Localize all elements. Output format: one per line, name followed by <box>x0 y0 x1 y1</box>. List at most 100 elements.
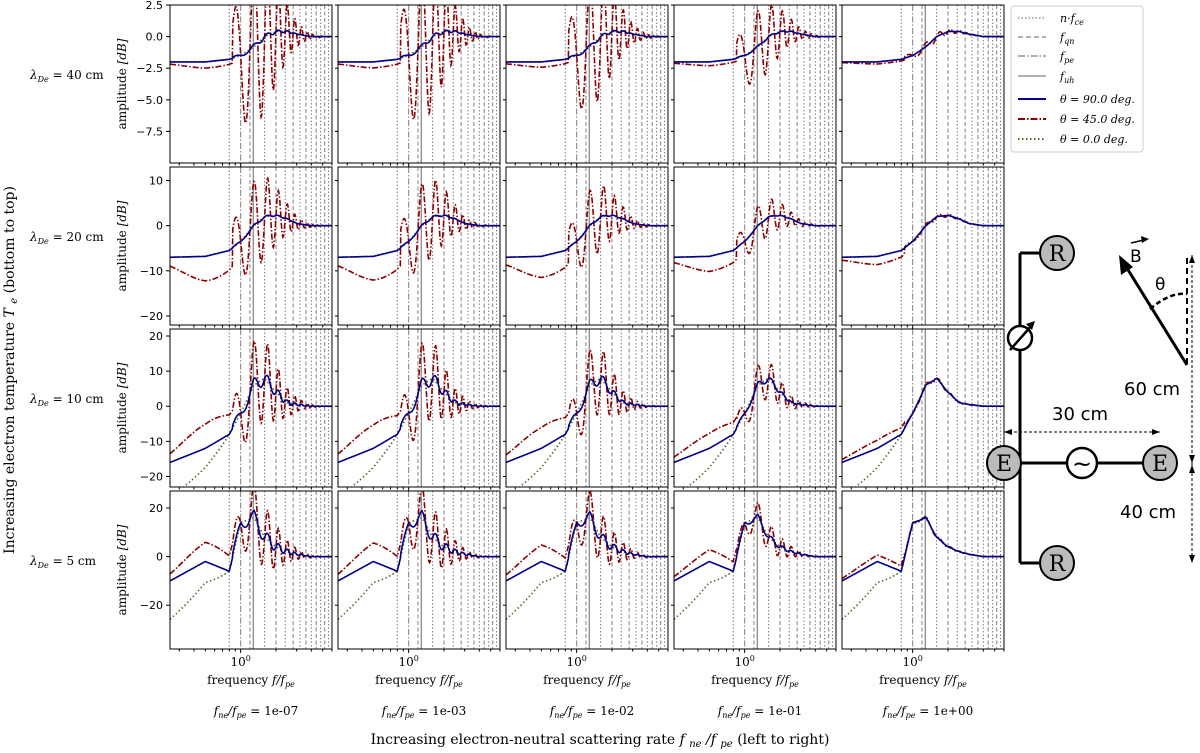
emitter-left-label: E <box>996 452 1012 477</box>
figure-xlabel-tail: (left to right) <box>737 732 829 748</box>
panel-ylabel-r3: amplitude [dB] <box>115 524 129 615</box>
ac-source-symbol: ~ <box>1072 450 1092 478</box>
figure-ylabel: Increasing electron temperature T e (bot… <box>2 186 21 554</box>
legend-label-fqn: f <box>1059 31 1066 44</box>
series-theta90-r2-c3 <box>674 377 836 464</box>
legend-label-fuh: f <box>1059 70 1066 83</box>
panel-r2-c1 <box>335 328 501 491</box>
svg-text:fqn: fqn <box>1059 31 1074 46</box>
series-theta45-r2-c3 <box>674 363 836 458</box>
panel-ylabel-r0: amplitude [dB] <box>115 38 129 129</box>
series-theta90-r3-c1 <box>338 509 500 582</box>
panel-r0-c4 <box>839 4 1005 167</box>
series-theta90-r2-c2 <box>506 375 668 464</box>
series-theta45-r1-c1 <box>338 178 500 281</box>
receiver-top-label: R <box>1049 242 1067 267</box>
series-theta45-r3-c4 <box>842 514 1004 580</box>
figure-xlabel-sub2: pe <box>720 739 732 750</box>
panel-frame-r3-c1 <box>337 490 501 650</box>
series-theta90-r0-c2 <box>506 29 668 63</box>
panel-frame-r1-c2 <box>505 166 669 326</box>
series-theta45-r0-c1 <box>338 5 500 121</box>
legend-entry-theta45: θ = 45.0 deg. <box>1018 113 1135 126</box>
series-theta0-r3-c2 <box>506 516 668 621</box>
figure-ylabel-sym: T <box>2 306 18 317</box>
panel-xlabel-c2: frequency f/fpe <box>543 673 631 689</box>
emitter-left: E <box>986 445 1022 481</box>
ytick-label-r1-2: −10 <box>140 265 163 278</box>
panel-frame-r0-c3 <box>673 4 837 164</box>
column-label-c2: fne/fpe = 1e-02 <box>549 704 634 720</box>
panel-frame-r0-c0 <box>169 4 333 164</box>
panel-r3-c1: 100 frequency f/fpe fne/fpe = 1e-03 <box>335 490 501 720</box>
legend-label-theta90: θ = 90.0 deg. <box>1060 93 1135 106</box>
schematic: R R E E ~ B <box>986 235 1195 581</box>
series-theta0-r3-c4 <box>842 516 1004 621</box>
ytick-label-r3-0: 20 <box>149 502 163 515</box>
series-theta45-r3-c3 <box>674 501 836 578</box>
panel-grid: 2.5 0.0 −2.5 −5.0 −7.5 amplitude [dB] λDe = 40… <box>29 0 1005 720</box>
series-theta90-r2-c1 <box>338 374 500 464</box>
panel-r2-c4 <box>839 328 1005 491</box>
panel-r3-c2: 100 frequency f/fpe fne/fpe = 1e-02 <box>503 490 669 720</box>
panel-r3-c3: 100 frequency f/fpe fne/fpe = 1e-01 <box>671 490 837 720</box>
series-theta90-r0-c0 <box>170 29 332 63</box>
panel-frame-r2-c4 <box>841 328 1005 488</box>
panel-frame-r1-c4 <box>841 166 1005 326</box>
ytick-label-r3-2: −20 <box>140 599 163 612</box>
figure-ylabel-sub: e <box>9 298 20 304</box>
series-theta90-r0-c4 <box>842 30 1004 63</box>
ytick-label-r0-0: 2.5 <box>146 0 164 12</box>
series-theta0-r1-c4 <box>842 214 1004 259</box>
emitter-right: E <box>1142 445 1178 481</box>
series-theta90-r3-c0 <box>170 509 332 582</box>
panel-frame-r2-c0 <box>169 328 333 488</box>
series-theta90-r3-c4 <box>842 516 1004 582</box>
panel-frame-r2-c1 <box>337 328 501 488</box>
panel-frame-r3-c4 <box>841 490 1005 650</box>
legend-entry-fuh: fuh <box>1018 70 1074 85</box>
series-theta0-r3-c1 <box>338 516 500 621</box>
series-theta90-r0-c1 <box>338 29 500 63</box>
ytick-label-r2-2: 0 <box>156 400 163 413</box>
figure-ylabel-tail: (bottom to top) <box>2 186 18 293</box>
series-theta45-r3-c0 <box>170 491 332 575</box>
figure-xlabel: Increasing electron-neutral scattering r… <box>371 732 830 751</box>
series-theta45-r1-c2 <box>506 184 668 279</box>
panel-r2-c2 <box>503 328 669 491</box>
receiver-bottom: R <box>1039 545 1075 581</box>
panel-r1-c1 <box>335 166 501 329</box>
ac-source-icon: ~ <box>1065 446 1099 480</box>
receiver-top: R <box>1039 235 1075 271</box>
figure-ylabel-text: Increasing electron temperature <box>2 322 18 554</box>
ytick-label-r0-3: −5.0 <box>136 94 163 107</box>
legend-entry-fqn: fqn <box>1018 31 1074 46</box>
panel-frame-r2-c3 <box>673 328 837 488</box>
column-label-c1: fne/fpe = 1e-03 <box>381 704 466 720</box>
series-theta0-r3-c3 <box>674 516 836 621</box>
series-theta45-r2-c0 <box>170 339 332 455</box>
panel-r3-c0: 100 frequency f/fpe fne/fpe = 1e-07 20 0 −20 a… <box>29 490 333 720</box>
ytick-label-r2-1: 10 <box>149 365 163 378</box>
series-theta0-r3-c0 <box>170 516 332 621</box>
column-label-c4: fne/fpe = 1e+00 <box>882 704 973 720</box>
emitter-right-label: E <box>1152 452 1168 477</box>
figure-xlabel-var1: f <box>679 732 688 748</box>
panel-xlabel-c1: frequency f/fpe <box>375 673 463 689</box>
series-theta45-r3-c1 <box>338 491 500 575</box>
panel-r1-c2 <box>503 166 669 329</box>
series-theta45-r0-c0 <box>170 5 332 124</box>
legend-label-theta45: θ = 45.0 deg. <box>1060 113 1135 126</box>
row-label-r0: λDe = 40 cm <box>29 68 104 84</box>
panel-r0-c3 <box>671 4 837 167</box>
panel-frame-r3-c2 <box>505 490 669 650</box>
panel-r1-c4 <box>839 166 1005 329</box>
series-theta90-r1-c3 <box>674 214 836 259</box>
series-theta45-r2-c1 <box>338 341 500 455</box>
ytick-label-r2-4: −20 <box>140 470 163 483</box>
panel-xlabel-c3: frequency f/fpe <box>711 673 799 689</box>
panel-xlabel-c0: frequency f/fpe <box>207 673 295 689</box>
ytick-label-r0-2: −2.5 <box>136 62 163 75</box>
xtick-label-c1: 100 <box>398 654 418 669</box>
row-label-r1: λDe = 20 cm <box>29 230 104 246</box>
